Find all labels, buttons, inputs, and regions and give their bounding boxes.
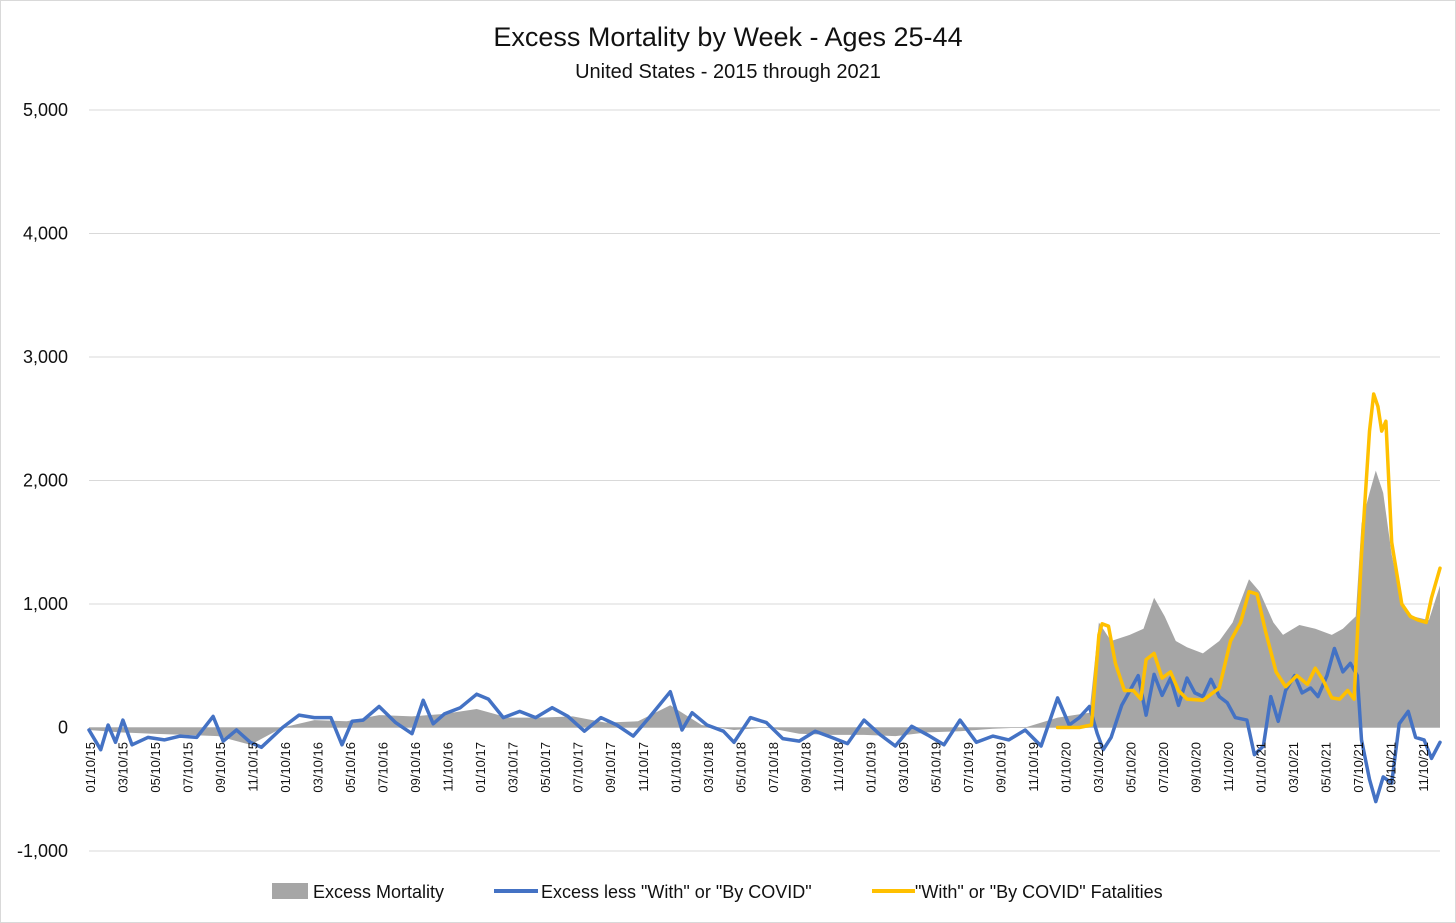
x-tick-label: 09/10/16 — [408, 742, 423, 793]
x-tick-label: 01/10/20 — [1058, 742, 1073, 793]
area-layer — [89, 470, 1440, 745]
y-tick-label: 2,000 — [23, 471, 68, 491]
x-tick-label: 09/10/19 — [993, 742, 1008, 793]
x-tick-label: 01/10/18 — [668, 742, 683, 793]
x-tick-label: 05/10/19 — [928, 742, 943, 793]
x-tick-label: 01/10/16 — [278, 742, 293, 793]
x-tick-label: 05/10/15 — [148, 742, 163, 793]
x-tick-label: 11/10/19 — [1026, 742, 1041, 792]
y-tick-label: 0 — [58, 718, 68, 738]
x-tick-label: 07/10/20 — [1156, 742, 1171, 793]
x-tick-label: 03/10/21 — [1286, 742, 1301, 793]
x-tick-label: 09/10/18 — [798, 742, 813, 793]
x-tick-label: 01/10/17 — [473, 742, 488, 793]
x-tick-label: 11/10/15 — [246, 742, 261, 792]
x-tick-label: 03/10/17 — [506, 742, 521, 793]
x-tick-label: 11/10/20 — [1221, 742, 1236, 792]
x-tick-label: 09/10/17 — [603, 742, 618, 793]
x-tick-label: 05/10/21 — [1319, 742, 1334, 793]
x-tick-label: 11/10/18 — [831, 742, 846, 792]
x-tick-label: 07/10/18 — [766, 742, 781, 793]
x-tick-label: 07/10/17 — [571, 742, 586, 793]
legend-swatch-excess-mortality — [272, 883, 308, 899]
x-tick-label: 09/10/20 — [1189, 742, 1204, 793]
x-tick-label: 05/10/18 — [733, 742, 748, 793]
legend-label-excess-less-covid: Excess less "With" or "By COVID" — [541, 882, 812, 902]
y-tick-label: 1,000 — [23, 594, 68, 614]
x-tick-label: 01/10/15 — [83, 742, 98, 793]
x-tick-label: 07/10/21 — [1351, 742, 1366, 793]
x-tick-label: 03/10/16 — [311, 742, 326, 793]
x-tick-label: 03/10/20 — [1091, 742, 1106, 793]
x-tick-label: 07/10/15 — [181, 742, 196, 793]
x-tick-label: 11/10/16 — [441, 742, 456, 792]
series-line-covid-fatalities — [1055, 392, 1442, 730]
series-area-excess-mortality — [89, 470, 1440, 745]
x-tick-label: 05/10/16 — [343, 742, 358, 793]
y-tick-label: -1,000 — [17, 841, 68, 861]
legend: Excess Mortality Excess less "With" or "… — [272, 882, 1163, 902]
x-tick-label: 03/10/19 — [896, 742, 911, 793]
y-tick-label: 4,000 — [23, 224, 68, 244]
chart-subtitle: United States - 2015 through 2021 — [575, 61, 881, 83]
y-tick-label: 5,000 — [23, 100, 68, 120]
x-tick-label: 09/10/21 — [1384, 742, 1399, 793]
x-tick-label: 11/10/21 — [1416, 742, 1431, 792]
x-tick-label: 07/10/16 — [376, 742, 391, 793]
x-tick-label: 03/10/18 — [701, 742, 716, 793]
y-axis-ticks: 5,000 4,000 3,000 2,000 1,000 0 -1,000 — [17, 100, 68, 861]
x-tick-label: 07/10/19 — [961, 742, 976, 793]
legend-label-covid-fatalities: "With" or "By COVID" Fatalities — [915, 882, 1163, 902]
x-axis-ticks: 01/10/15 03/10/15 05/10/15 07/10/15 09/10/15… — [83, 742, 1431, 793]
x-tick-label: 03/10/15 — [116, 742, 131, 793]
x-tick-label: 09/10/15 — [213, 742, 228, 793]
chart-title: Excess Mortality by Week - Ages 25-44 — [493, 22, 962, 52]
x-tick-label: 01/10/21 — [1254, 742, 1269, 793]
x-tick-label: 05/10/20 — [1123, 742, 1138, 793]
legend-label-excess-mortality: Excess Mortality — [313, 882, 444, 902]
gridlines — [89, 109, 1440, 852]
x-tick-label: 05/10/17 — [538, 742, 553, 793]
y-tick-label: 3,000 — [23, 347, 68, 367]
line-layer — [87, 392, 1442, 804]
x-tick-label: 11/10/17 — [636, 742, 651, 792]
series-line-excess-less-covid — [87, 646, 1442, 804]
x-tick-label: 01/10/19 — [863, 742, 878, 793]
